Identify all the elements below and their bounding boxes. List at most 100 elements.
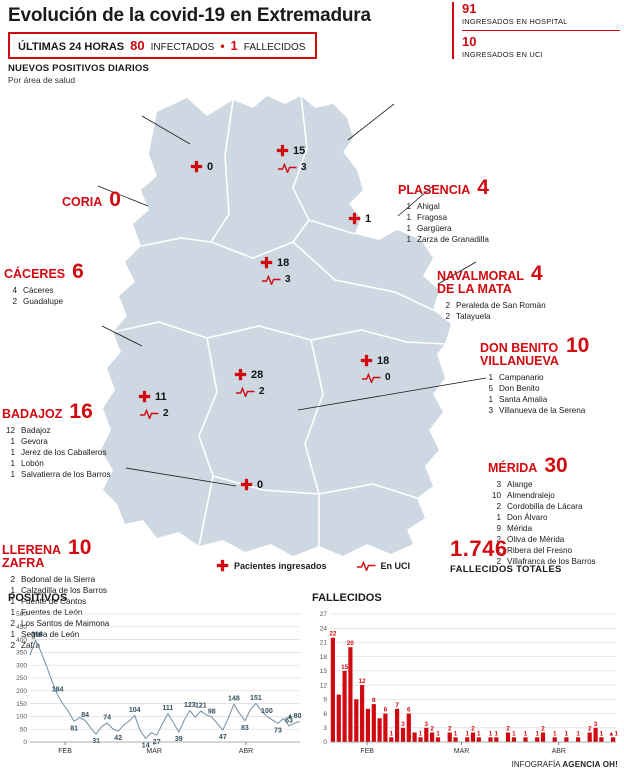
uci-count: 3 [301,162,307,173]
svg-text:98: 98 [208,708,216,715]
town-name: Los Santos de Maimona [21,619,110,628]
svg-text:3: 3 [401,721,405,728]
town-name: Don Álvaro [507,513,548,522]
hospital-stats-panel: 91 INGRESADOS EN HOSPITAL 10 INGRESADOS … [452,2,620,59]
town-row: 2 Zafra [2,640,152,651]
svg-text:1: 1 [465,730,469,737]
svg-text:42: 42 [114,735,122,742]
svg-text:2: 2 [448,726,452,733]
town-count: 3 [496,480,501,489]
town-name: Zafra [21,641,41,650]
map-region-outline [101,96,451,556]
svg-text:104: 104 [129,707,141,714]
town-name: Mérida [507,524,533,533]
svg-text:9: 9 [323,697,327,704]
deaths-count: 1 [230,38,238,53]
patients-cross-icon [360,354,373,367]
area-name: CÁCERES [4,267,66,281]
positivos-line-plot: 0 50 100 150 200 250 300 350 400 450 500 398 184 8184… [16,611,302,755]
town-count: 1 [488,373,493,382]
town-row: 1 Gevora [2,436,120,447]
uci-ecg-icon [262,274,281,285]
town-row: 1 Campanario [480,372,592,383]
patients-cross-icon [276,144,289,157]
ingresados-count: 18 [277,256,290,269]
svg-text:27: 27 [320,611,328,618]
town-name: Alange [507,480,533,489]
uci-count: 2 [259,386,265,397]
svg-text:18: 18 [320,654,328,661]
map-marker: 1 [348,212,371,225]
patients-cross-icon [348,212,361,225]
svg-text:21: 21 [320,640,328,647]
area-total: 16 [69,400,93,423]
town-count: 1 [10,459,15,468]
svg-text:2: 2 [471,726,475,733]
fallecidos-chart-title: FALLECIDOS [312,592,382,604]
town-row: 1 Don Álvaro [488,512,622,523]
svg-text:1: 1 [489,730,493,737]
town-name: Villafranca de los Barros [507,557,596,566]
area-label-llerena-zafra: LLERENA ZAFRA 10 2 Bodonal de la Sierra 1 Cal… [2,537,152,651]
town-count: 1 [10,608,15,617]
svg-text:121: 121 [195,703,207,710]
town-name: Fragosa [417,213,448,222]
uci-count: 0 [385,372,391,383]
positivos-chart: 0 50 100 150 200 250 300 350 400 450 500 398 184 81 84… [8,604,304,761]
ingresados-count: 1 [365,212,372,225]
map-marker: 28 2 [234,368,265,397]
fallecidos-chart: 0 3 6 9 12 15 18 21 24 27 22 15 20 12 8 6 1 7 3 6 1 3 2 1 2 1 1 2 1 1… [312,604,620,761]
last-24h-label: ÚLTIMAS 24 HORAS [18,41,125,53]
town-count: 1 [488,395,493,404]
last-24h-box: ÚLTIMAS 24 HORAS 80 INFECTADOS • 1 FALLE… [8,32,318,59]
town-name: Cordobilla de Lácara [507,502,583,511]
svg-text:6: 6 [323,711,327,718]
town-row: 1 Fuentes de León [2,607,152,618]
town-row: 3 Alange [488,479,622,490]
map-marker: 18 3 [260,256,291,285]
town-count: 1 [406,224,411,233]
svg-text:14: 14 [142,742,150,749]
total-deaths-value: 1.746 [450,536,508,561]
svg-text:0: 0 [323,739,327,746]
svg-text:3: 3 [425,721,429,728]
stat-uci: 10 INGRESADOS EN UCI [462,34,620,60]
legend-ingresados: Pacientes ingresados [216,559,327,572]
town-row: 2 Guadalupe [4,296,114,307]
uci-count: 10 [462,34,477,49]
svg-text:1: 1 [419,730,423,737]
town-row: 1 Fuente de Cantos [2,596,152,607]
town-name: Bodonal de la Sierra [21,575,96,584]
svg-text:200: 200 [16,688,27,695]
svg-text:111: 111 [162,705,173,712]
town-count: 2 [496,535,501,544]
area-name: LLERENA ZAFRA [2,543,62,570]
town-row: 1 Jerez de los Caballeros [2,447,120,458]
town-name: Gargüera [417,224,452,233]
svg-text:1: 1 [576,730,580,737]
deaths-label: FALLECIDOS [243,42,306,53]
svg-text:31: 31 [92,738,100,745]
area-label-merida: MÉRIDA 30 3 Alange 10 Almendralejo 2 Cordobilla… [488,455,622,567]
legend-ingresados-label: Pacientes ingresados [234,560,327,571]
town-count: 3 [488,406,493,415]
svg-text:12: 12 [320,682,328,689]
area-name: BADAJOZ [2,407,63,421]
map-marker: 0 [240,478,263,491]
map-legend: Pacientes ingresados En UCI [216,559,410,572]
legend-uci-label: En UCI [380,560,411,571]
svg-text:MAR: MAR [454,748,470,755]
svg-text:22: 22 [329,631,337,638]
section-subtitle-note: Por área de salud [8,75,76,85]
area-name: MÉRIDA [488,461,538,475]
svg-text:27: 27 [153,739,161,746]
town-row: 2 Peraleda de San Román [437,300,622,311]
town-count: 2 [445,301,450,310]
leader-lines [97,103,487,487]
svg-text:▲80: ▲80 [287,713,302,720]
svg-text:500: 500 [16,611,27,618]
total-deaths: 1.746 FALLECIDOS TOTALES [450,536,562,575]
svg-text:123: 123 [184,702,196,709]
town-count: 2 [12,297,17,306]
svg-text:1: 1 [600,730,604,737]
